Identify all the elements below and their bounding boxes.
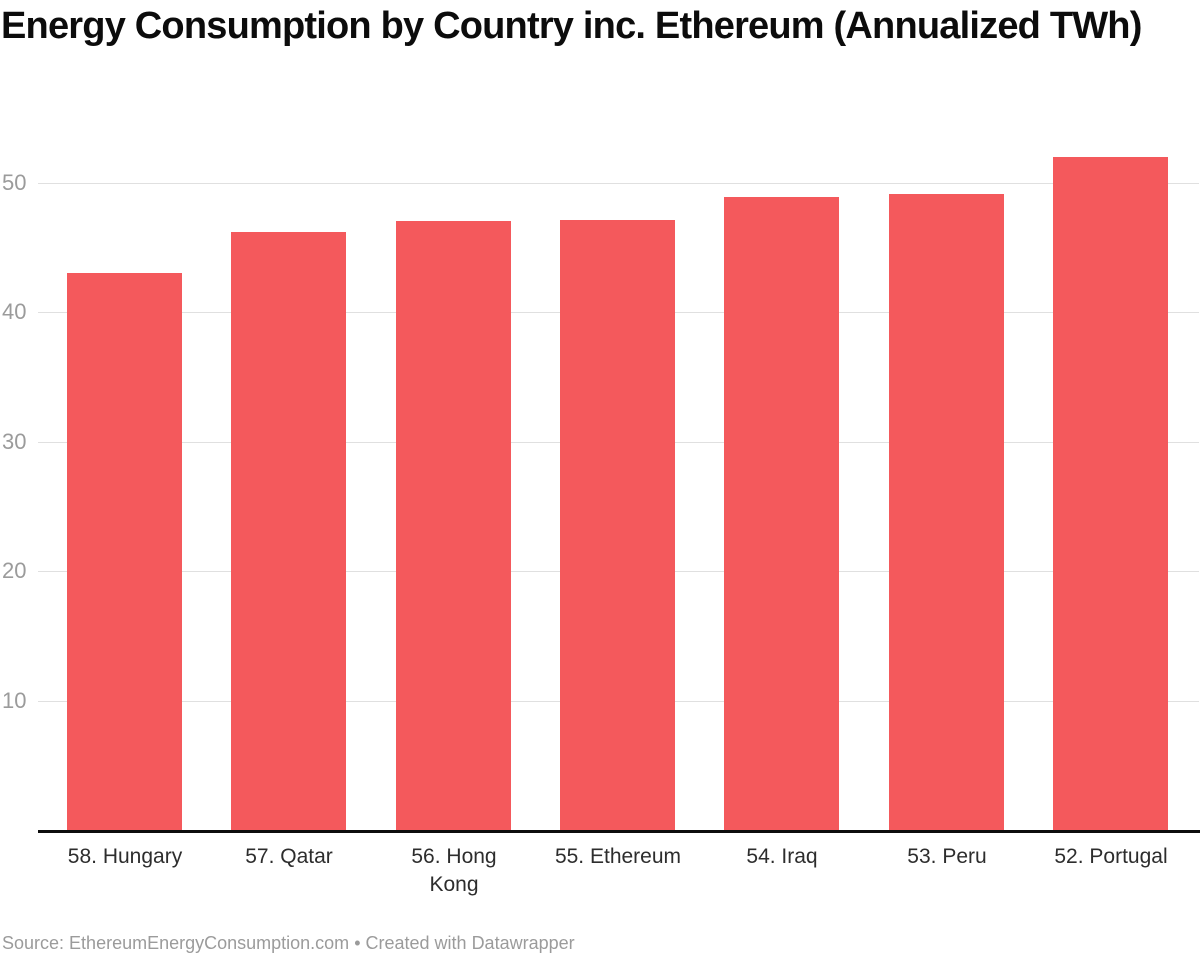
bar-57-qatar[interactable]: [231, 232, 346, 830]
bar-52-portugal[interactable]: [1053, 157, 1168, 830]
x-axis-label: 55. Ethereum: [554, 845, 682, 868]
x-axis-label: 52. Portugal: [1054, 845, 1168, 868]
chart-title: Energy Consumption by Country inc. Ether…: [1, 5, 1142, 47]
x-axis-label: 57. Qatar: [245, 845, 333, 868]
datawrapper-link[interactable]: Datawrapper: [471, 933, 575, 953]
bar-58-hungary[interactable]: [67, 273, 182, 830]
gridline-50: [38, 183, 1199, 184]
y-tick-label-50: 50: [2, 170, 27, 195]
x-axis-label: 56. Hong Kong: [411, 845, 497, 896]
bar-53-peru[interactable]: [889, 194, 1004, 830]
x-axis-label: 54. Iraq: [746, 845, 818, 868]
chart-footer: Source: EthereumEnergyConsumption.com • …: [2, 933, 575, 954]
source-link[interactable]: EthereumEnergyConsumption.com: [69, 933, 350, 953]
x-axis-label: 53. Peru: [907, 845, 987, 868]
bar-56-hong-kong[interactable]: [396, 221, 511, 830]
bar-54-iraq[interactable]: [724, 197, 839, 830]
y-tick-label-40: 40: [2, 299, 27, 324]
source-label: Source:: [2, 933, 70, 953]
y-tick-label-10: 10: [2, 688, 27, 713]
credit-prefix: Created with: [365, 933, 472, 953]
footer-separator: •: [349, 933, 366, 953]
bar-55-ethereum[interactable]: [560, 220, 675, 830]
x-axis-line: [38, 830, 1200, 833]
y-tick-label-20: 20: [2, 558, 27, 583]
y-tick-label-30: 30: [2, 429, 27, 454]
x-axis-label: 58. Hungary: [67, 845, 183, 868]
